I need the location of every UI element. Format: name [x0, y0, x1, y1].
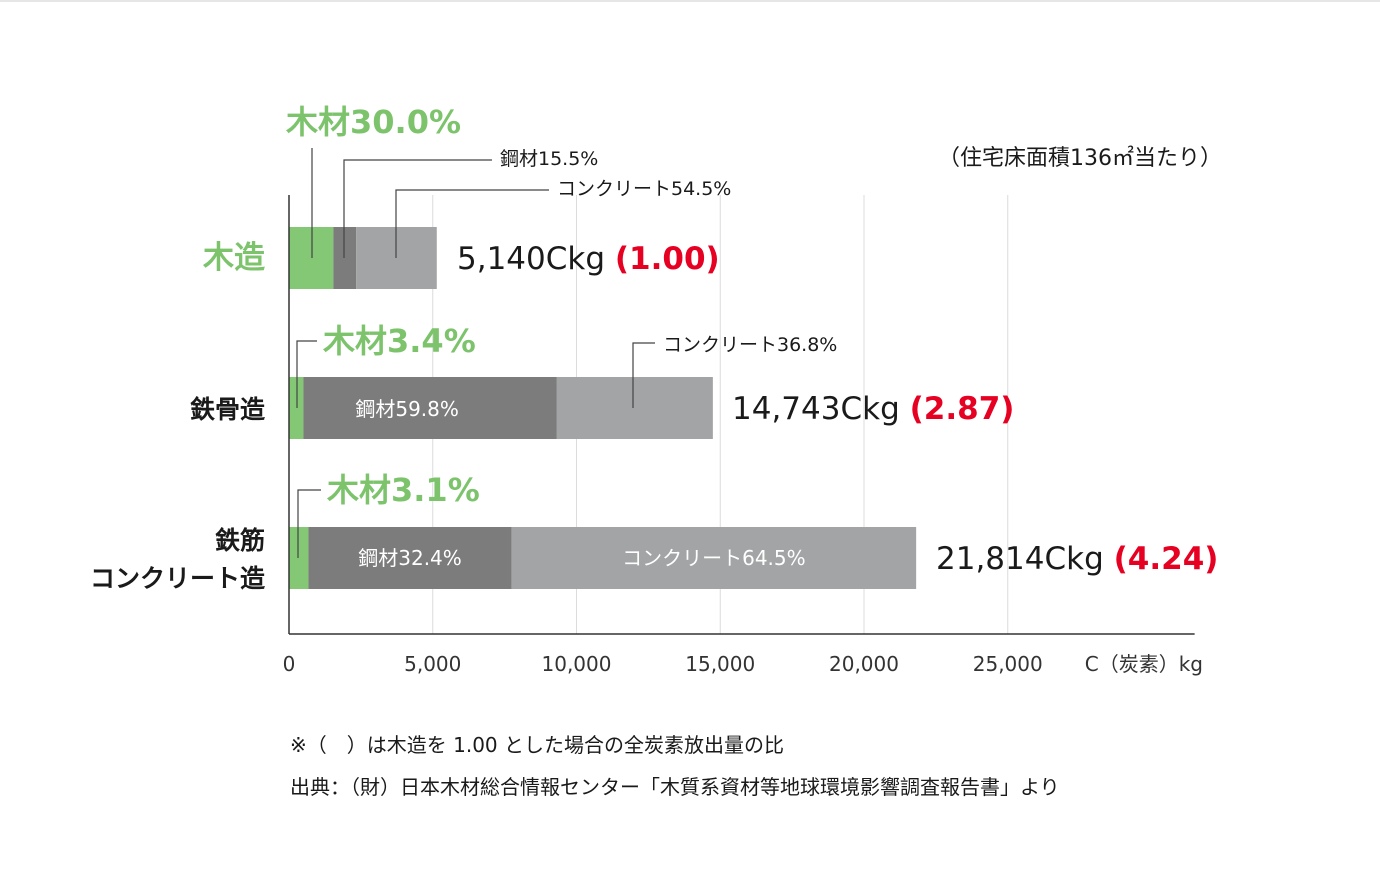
source-note: 出典：（財）日本木材総合情報センター「木質系資材等地球環境影響調査報告書」より [290, 775, 1060, 799]
category-label: 鉄筋 [215, 526, 265, 555]
x-tick-label: 5,000 [404, 652, 461, 676]
leader-steel-0 [343, 159, 492, 258]
ratio-value: (4.24) [1114, 541, 1219, 577]
top-border [0, 0, 1380, 2]
leader-concrete-0 [395, 189, 549, 258]
steel-share-label: 鋼材32.4% [358, 546, 462, 570]
ratio-value: (1.00) [615, 241, 720, 277]
total-value: 5,140Ckg [457, 241, 615, 277]
total-value: 14,743Ckg [732, 391, 910, 427]
bar-steel-0 [333, 227, 357, 289]
total-value: 21,814Ckg [936, 541, 1114, 577]
steel-share-label: 鋼材59.8% [355, 397, 459, 421]
total-label: 14,743Ckg (2.87) [732, 391, 1014, 427]
ratio-value: (2.87) [910, 391, 1015, 427]
leader-concrete-1 [632, 342, 655, 408]
concrete-share-label: コンクリート36.8% [663, 334, 837, 356]
leader-lines [296, 148, 655, 558]
bar-steel-1 [303, 377, 557, 439]
x-tick-label: 25,000 [973, 652, 1043, 676]
axes: 0 5,000 10,000 15,000 20,000 25,000 C（炭素）kg （住宅… [283, 145, 1222, 676]
wood-share-label: 木材30.0% [285, 103, 461, 141]
bar-steel-2 [308, 527, 512, 589]
category-label: 鉄骨造 [190, 395, 265, 424]
bar-wood-2 [289, 527, 309, 589]
bar-wood-1 [289, 377, 304, 439]
category-label: 木造 [202, 240, 265, 276]
x-tick-label: 0 [283, 652, 296, 676]
total-label: 21,814Ckg (4.24) [936, 541, 1218, 577]
leader-wood-2 [297, 489, 321, 558]
bar-concrete-2 [511, 527, 917, 589]
bar-concrete-1 [556, 377, 713, 439]
bar-wood-0 [289, 227, 334, 289]
wood-share-label: 木材3.1% [326, 471, 480, 509]
wood-share-label: 木材3.4% [322, 322, 476, 360]
x-tick-label: 15,000 [685, 652, 755, 676]
steel-share-label: 鋼材15.5% [500, 148, 598, 170]
x-tick-label: 10,000 [542, 652, 612, 676]
ratio-note: ※（ ）は木造を 1.00 とした場合の全炭素放出量の比 [290, 733, 785, 757]
concrete-share-label: コンクリート64.5% [622, 546, 806, 570]
concrete-share-label: コンクリート54.5% [557, 178, 731, 200]
x-tick-label: 20,000 [829, 652, 899, 676]
chart-subtitle: （住宅床面積136㎡当たり） [938, 145, 1222, 171]
leader-wood-1 [296, 340, 317, 408]
total-label: 5,140Ckg (1.00) [457, 241, 720, 277]
x-axis-title: C（炭素）kg [1085, 652, 1203, 676]
category-label: コンクリート造 [90, 564, 265, 593]
